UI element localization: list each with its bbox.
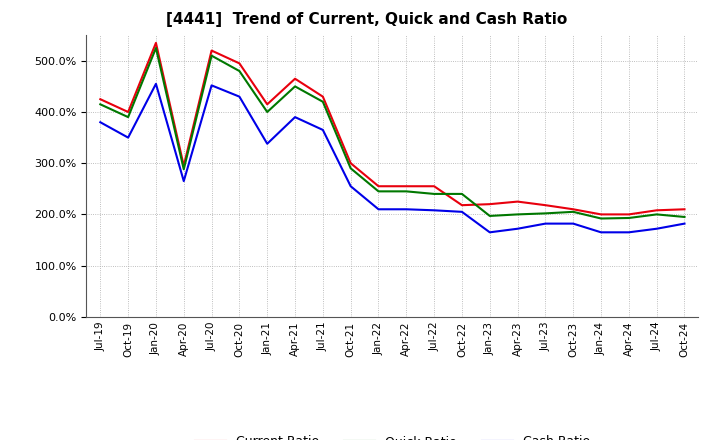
Current Ratio bbox=[291, 76, 300, 81]
Cash Ratio bbox=[374, 207, 383, 212]
Quick Ratio bbox=[680, 214, 689, 220]
Text: [4441]  Trend of Current, Quick and Cash Ratio: [4441] Trend of Current, Quick and Cash … bbox=[166, 12, 567, 27]
Current Ratio bbox=[485, 202, 494, 207]
Quick Ratio bbox=[624, 215, 633, 220]
Cash Ratio bbox=[152, 81, 161, 87]
Quick Ratio bbox=[597, 216, 606, 221]
Cash Ratio bbox=[207, 83, 216, 88]
Current Ratio bbox=[597, 212, 606, 217]
Cash Ratio bbox=[652, 226, 661, 231]
Current Ratio bbox=[263, 102, 271, 107]
Quick Ratio bbox=[291, 84, 300, 89]
Cash Ratio bbox=[179, 179, 188, 184]
Quick Ratio bbox=[263, 110, 271, 115]
Cash Ratio bbox=[124, 135, 132, 140]
Current Ratio bbox=[374, 183, 383, 189]
Line: Quick Ratio: Quick Ratio bbox=[100, 48, 685, 219]
Current Ratio bbox=[124, 110, 132, 115]
Cash Ratio bbox=[291, 114, 300, 120]
Cash Ratio bbox=[458, 209, 467, 214]
Quick Ratio bbox=[430, 191, 438, 197]
Cash Ratio bbox=[235, 94, 243, 99]
Quick Ratio bbox=[235, 68, 243, 73]
Current Ratio bbox=[624, 212, 633, 217]
Current Ratio bbox=[541, 202, 550, 208]
Cash Ratio bbox=[597, 230, 606, 235]
Current Ratio bbox=[346, 161, 355, 166]
Quick Ratio bbox=[569, 209, 577, 214]
Cash Ratio bbox=[485, 230, 494, 235]
Current Ratio bbox=[652, 208, 661, 213]
Current Ratio bbox=[179, 163, 188, 169]
Quick Ratio bbox=[513, 212, 522, 217]
Current Ratio bbox=[207, 48, 216, 53]
Cash Ratio bbox=[318, 127, 327, 132]
Current Ratio bbox=[318, 94, 327, 99]
Current Ratio bbox=[458, 202, 467, 208]
Quick Ratio bbox=[207, 53, 216, 59]
Cash Ratio bbox=[346, 183, 355, 189]
Quick Ratio bbox=[152, 45, 161, 51]
Current Ratio bbox=[569, 207, 577, 212]
Quick Ratio bbox=[402, 189, 410, 194]
Current Ratio bbox=[513, 199, 522, 204]
Current Ratio bbox=[680, 207, 689, 212]
Quick Ratio bbox=[374, 189, 383, 194]
Current Ratio bbox=[152, 40, 161, 45]
Legend: Current Ratio, Quick Ratio, Cash Ratio: Current Ratio, Quick Ratio, Cash Ratio bbox=[189, 430, 595, 440]
Cash Ratio bbox=[263, 141, 271, 147]
Cash Ratio bbox=[680, 221, 689, 226]
Cash Ratio bbox=[569, 221, 577, 226]
Cash Ratio bbox=[96, 120, 104, 125]
Current Ratio bbox=[235, 61, 243, 66]
Current Ratio bbox=[96, 96, 104, 102]
Cash Ratio bbox=[541, 221, 550, 226]
Quick Ratio bbox=[124, 114, 132, 120]
Quick Ratio bbox=[318, 99, 327, 104]
Quick Ratio bbox=[652, 212, 661, 217]
Quick Ratio bbox=[541, 211, 550, 216]
Quick Ratio bbox=[346, 166, 355, 171]
Current Ratio bbox=[402, 183, 410, 189]
Cash Ratio bbox=[402, 207, 410, 212]
Quick Ratio bbox=[485, 213, 494, 219]
Cash Ratio bbox=[430, 208, 438, 213]
Cash Ratio bbox=[624, 230, 633, 235]
Current Ratio bbox=[430, 183, 438, 189]
Line: Cash Ratio: Cash Ratio bbox=[100, 84, 685, 232]
Quick Ratio bbox=[179, 167, 188, 172]
Quick Ratio bbox=[458, 191, 467, 197]
Line: Current Ratio: Current Ratio bbox=[100, 43, 685, 214]
Quick Ratio bbox=[96, 102, 104, 107]
Cash Ratio bbox=[513, 226, 522, 231]
